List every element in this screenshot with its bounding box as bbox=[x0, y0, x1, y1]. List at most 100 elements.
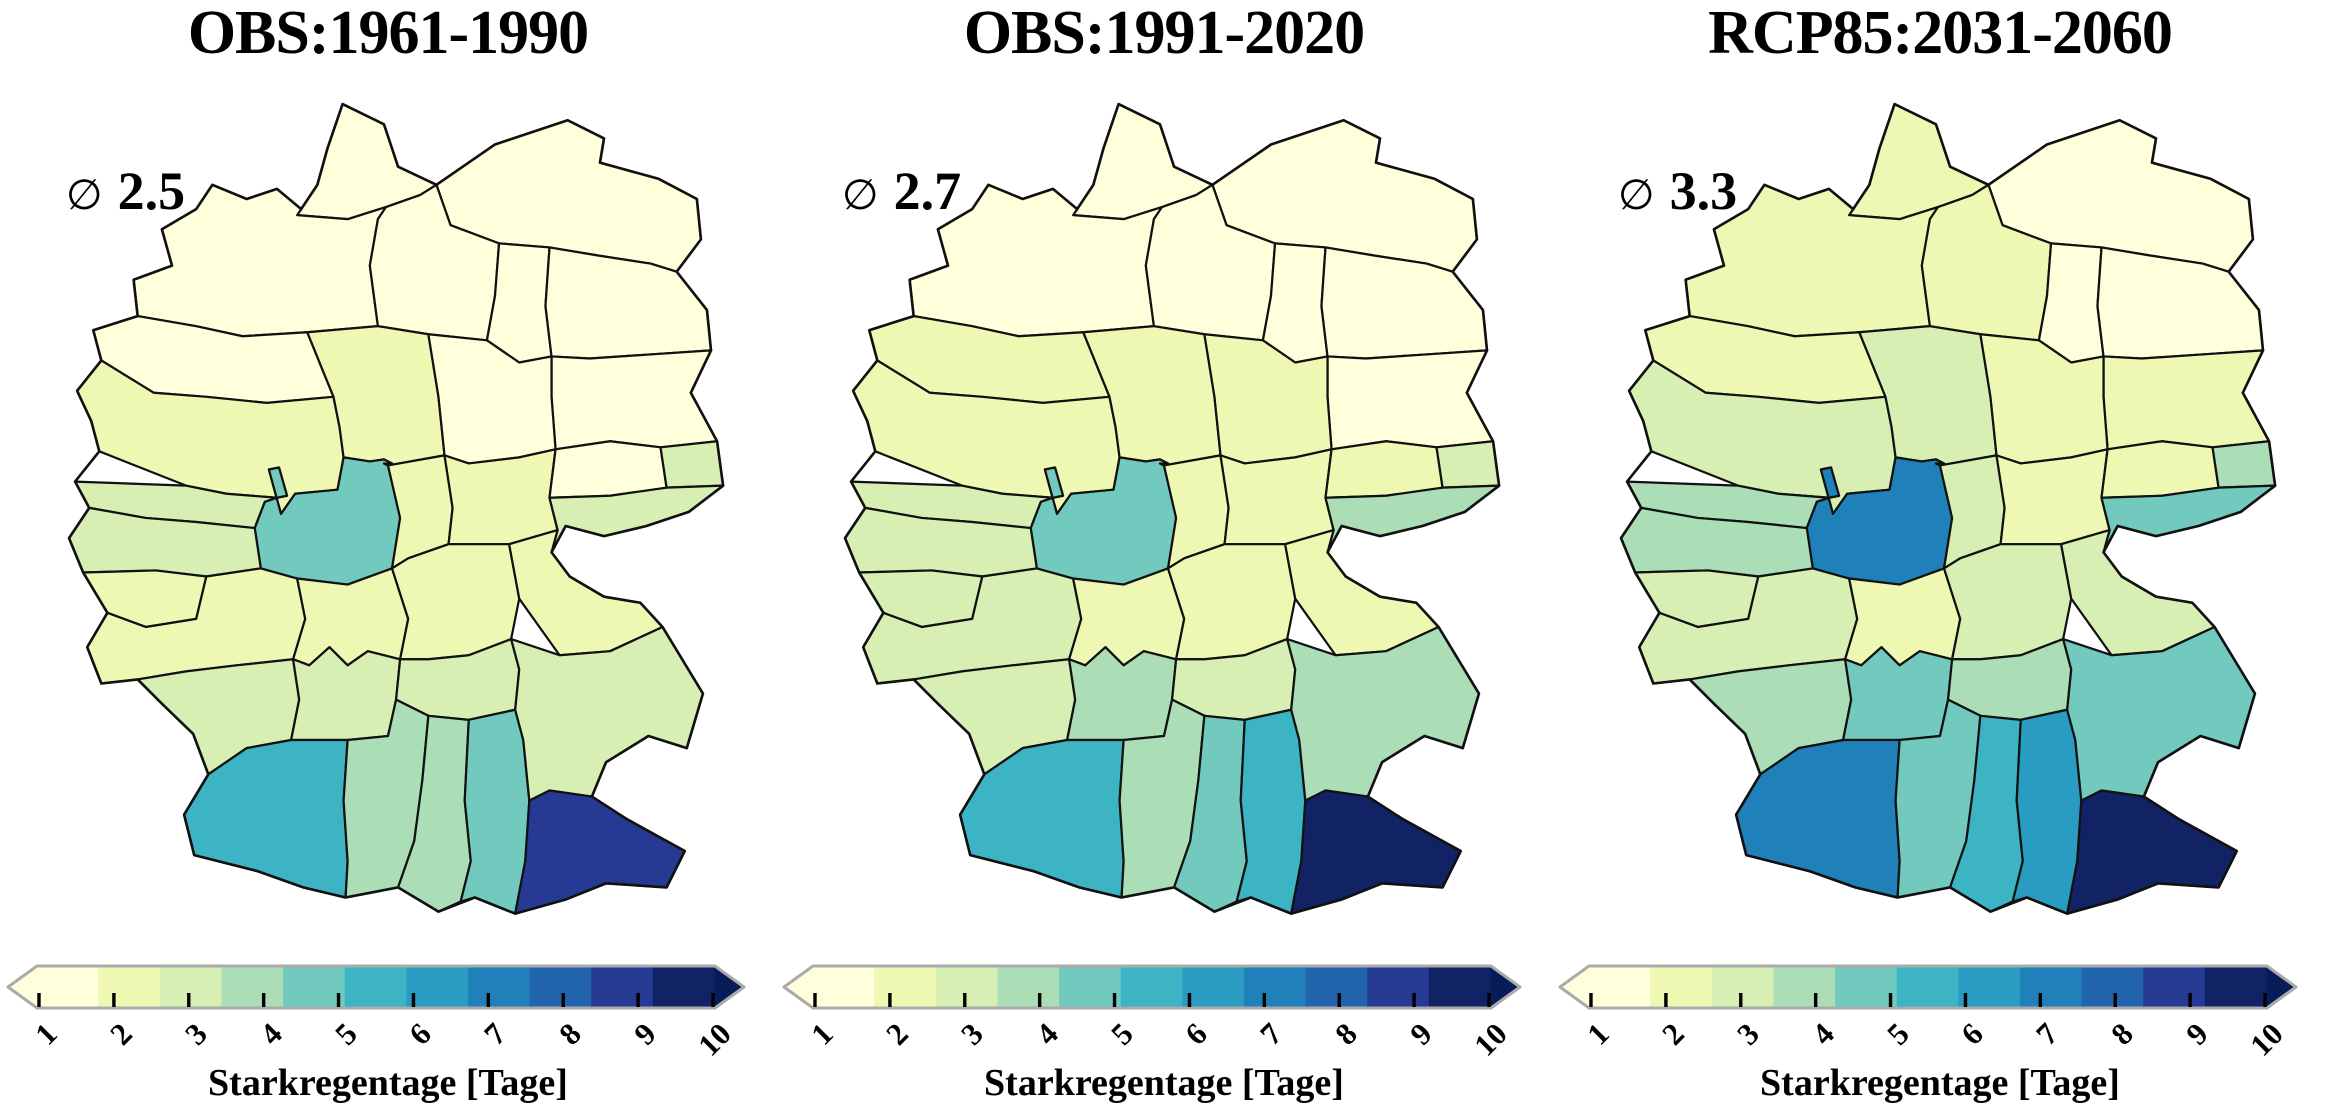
colorbar-segment bbox=[652, 966, 716, 1008]
colorbar-tick-label: 7 bbox=[1253, 1016, 1290, 1052]
map-region bbox=[1235, 708, 1307, 915]
map-region bbox=[2066, 789, 2238, 915]
map-region bbox=[443, 448, 559, 546]
colorbar-segment bbox=[1958, 966, 2021, 1008]
mean-annotation: ∅ 3.3 bbox=[1618, 160, 1737, 222]
map-panel-3: RCP85:2031-2060 ∅ 3.3 1 2 3 4 5 6 7 8 9 10 Starkregen… bbox=[1552, 0, 2328, 1108]
colorbar-segment bbox=[1182, 966, 1245, 1008]
colorbar-segment bbox=[2204, 966, 2268, 1008]
colorbar-tick-label: 3 bbox=[953, 1016, 990, 1052]
map-region bbox=[2062, 625, 2257, 802]
colorbar-segment bbox=[591, 966, 654, 1008]
colorbar-segment bbox=[2143, 966, 2206, 1008]
colorbar-segment bbox=[1835, 966, 1898, 1008]
colorbar-frame bbox=[6, 964, 746, 1010]
map-region bbox=[2011, 708, 2083, 915]
colorbar-segment bbox=[1711, 966, 1775, 1008]
colorbar-segment bbox=[874, 966, 937, 1008]
colorbar-tick-label: 2 bbox=[878, 1016, 915, 1052]
colorbar-axis-label: Starkregentage [Tage] bbox=[208, 1062, 568, 1104]
colorbar-segment bbox=[529, 966, 593, 1008]
colorbar-segment bbox=[406, 966, 469, 1008]
colorbar-tick-label: 1 bbox=[1580, 1016, 1616, 1052]
colorbar-tick-label: 9 bbox=[627, 1016, 663, 1052]
colorbar-segment bbox=[1428, 966, 1492, 1008]
colorbar-extend-left-arrow bbox=[784, 966, 813, 1008]
map-region bbox=[659, 440, 725, 489]
colorbar-segment bbox=[1367, 966, 1430, 1008]
colorbar-axis-label: Starkregentage [Tage] bbox=[984, 1062, 1344, 1104]
colorbar-tick-label: 10 bbox=[1467, 1016, 1514, 1063]
colorbar bbox=[6, 964, 746, 1010]
colorbar-segment bbox=[159, 966, 223, 1008]
colorbar-segment bbox=[1773, 966, 1837, 1008]
panel-title: OBS:1991-2020 bbox=[963, 0, 1365, 67]
colorbar-tick-label: 5 bbox=[1879, 1016, 1916, 1052]
map-region bbox=[2102, 349, 2271, 451]
colorbar-segment bbox=[1588, 966, 1652, 1008]
colorbar-tick-label: 9 bbox=[2179, 1016, 2215, 1052]
mean-diameter-symbol: ∅ bbox=[842, 170, 879, 219]
germany-region-map bbox=[1619, 102, 2277, 915]
mean-annotation: ∅ 2.7 bbox=[842, 160, 961, 222]
colorbar-segment bbox=[98, 966, 161, 1008]
map-region bbox=[550, 349, 719, 451]
map-region bbox=[1166, 543, 1297, 661]
colorbar-tick-label: 1 bbox=[28, 1016, 64, 1052]
map-region bbox=[390, 543, 521, 661]
colorbar-segment bbox=[812, 966, 876, 1008]
map-region bbox=[1844, 567, 1962, 667]
colorbar-tick-label: 5 bbox=[327, 1016, 364, 1052]
colorbar-segment bbox=[1896, 966, 1960, 1008]
colorbar-tick-label: 8 bbox=[2104, 1016, 2140, 1052]
colorbar-extend-left-arrow bbox=[1560, 966, 1589, 1008]
map-region bbox=[1261, 242, 1329, 364]
colorbar-segment bbox=[2081, 966, 2145, 1008]
map-region bbox=[1068, 567, 1186, 667]
country-outline bbox=[843, 102, 1501, 915]
map-panel-2: OBS:1991-2020 ∅ 2.7 1 2 3 4 5 6 7 8 9 10 Starkregenta… bbox=[776, 0, 1552, 1108]
map-region bbox=[485, 242, 553, 364]
colorbar-tick-label: 10 bbox=[691, 1016, 738, 1063]
map-region bbox=[82, 569, 208, 629]
map-region bbox=[459, 708, 531, 915]
colorbar-extend-right-arrow bbox=[2267, 966, 2296, 1008]
mean-annotation: ∅ 2.5 bbox=[66, 160, 185, 222]
colorbar-tick-label: 4 bbox=[252, 1016, 289, 1052]
colorbar-tick-label: 4 bbox=[1804, 1016, 1841, 1052]
map-region bbox=[1326, 349, 1495, 451]
colorbar-segment bbox=[344, 966, 408, 1008]
colorbar-tick-label: 5 bbox=[1103, 1016, 1140, 1052]
colorbar-segment bbox=[1243, 966, 1307, 1008]
colorbar bbox=[1558, 964, 2298, 1010]
colorbar-tick-label: 8 bbox=[1328, 1016, 1364, 1052]
colorbar-tick-label: 3 bbox=[1729, 1016, 1766, 1052]
colorbar-tick-label: 2 bbox=[102, 1016, 139, 1052]
colorbar-segment bbox=[935, 966, 999, 1008]
map-region bbox=[514, 789, 686, 915]
map-region bbox=[1320, 246, 1489, 360]
map-region bbox=[544, 246, 713, 360]
map-region bbox=[2211, 440, 2277, 489]
mean-value: 3.3 bbox=[1669, 161, 1738, 221]
colorbar-segment bbox=[283, 966, 346, 1008]
colorbar-tick-label: 6 bbox=[402, 1016, 439, 1052]
colorbar-extend-right-arrow bbox=[1491, 966, 1520, 1008]
colorbar-segment bbox=[2019, 966, 2083, 1008]
map-region bbox=[2096, 246, 2265, 360]
map-region bbox=[1942, 543, 2073, 661]
colorbar-segment bbox=[1059, 966, 1122, 1008]
map-panel-1: OBS:1961-1990 ∅ 2.5 1 2 3 4 5 6 7 8 9 10 Starkregenta… bbox=[0, 0, 776, 1108]
colorbar-segment bbox=[997, 966, 1061, 1008]
mean-value: 2.5 bbox=[117, 161, 186, 221]
map-region bbox=[1219, 448, 1335, 546]
colorbar-segment bbox=[1305, 966, 1369, 1008]
map-region bbox=[292, 567, 410, 667]
map-region bbox=[1435, 440, 1501, 489]
colorbar-tick-label: 6 bbox=[1954, 1016, 1991, 1052]
colorbar-tick-label: 10 bbox=[2243, 1016, 2290, 1063]
colorbar-segment bbox=[36, 966, 100, 1008]
map-region bbox=[1634, 569, 1760, 629]
colorbar-segment bbox=[221, 966, 285, 1008]
map-region bbox=[510, 625, 705, 802]
